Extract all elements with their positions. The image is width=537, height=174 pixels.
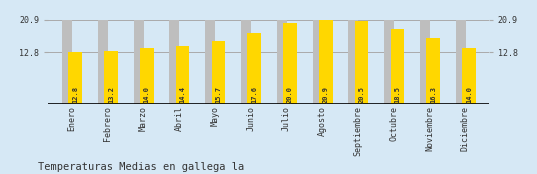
- Bar: [355, 21, 368, 104]
- Bar: [390, 29, 404, 104]
- Text: 18.5: 18.5: [394, 86, 401, 103]
- Bar: [420, 19, 430, 104]
- Bar: [68, 52, 82, 104]
- Bar: [104, 51, 118, 104]
- Bar: [241, 19, 251, 104]
- Text: 15.7: 15.7: [215, 86, 221, 103]
- Bar: [456, 19, 466, 104]
- Bar: [426, 38, 440, 104]
- Text: 14.4: 14.4: [179, 86, 186, 103]
- Text: 17.6: 17.6: [251, 86, 257, 103]
- Bar: [384, 19, 394, 104]
- Bar: [283, 23, 297, 104]
- Bar: [98, 19, 108, 104]
- Text: 16.3: 16.3: [430, 86, 436, 103]
- Text: 13.2: 13.2: [108, 86, 114, 103]
- Text: 20.9: 20.9: [323, 86, 329, 103]
- Bar: [140, 48, 154, 104]
- Bar: [176, 46, 190, 104]
- Bar: [319, 19, 332, 104]
- Bar: [134, 19, 143, 104]
- Bar: [462, 48, 476, 104]
- Bar: [248, 33, 261, 104]
- Bar: [277, 19, 287, 104]
- Text: 20.5: 20.5: [359, 86, 365, 103]
- Bar: [349, 19, 358, 104]
- Bar: [212, 41, 225, 104]
- Bar: [62, 19, 72, 104]
- Bar: [169, 19, 179, 104]
- Text: 20.0: 20.0: [287, 86, 293, 103]
- Text: 14.0: 14.0: [466, 86, 472, 103]
- Bar: [205, 19, 215, 104]
- Text: 14.0: 14.0: [144, 86, 150, 103]
- Bar: [313, 19, 323, 104]
- Text: Temperaturas Medias en gallega la: Temperaturas Medias en gallega la: [38, 162, 244, 172]
- Text: 12.8: 12.8: [72, 86, 78, 103]
